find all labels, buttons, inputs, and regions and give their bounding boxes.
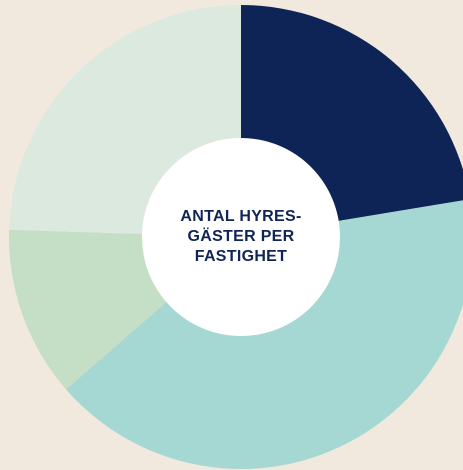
chart-title-line-1: ANTAL HYRES- [180,208,302,225]
donut-slice-2 [66,200,463,469]
chart-title-line-2: GÄSTER PER [187,228,295,245]
chart-title: ANTAL HYRES- GÄSTER PER FASTIGHET [171,207,311,267]
chart-title-line-3: FASTIGHET [194,248,288,265]
donut-hole [142,138,340,336]
